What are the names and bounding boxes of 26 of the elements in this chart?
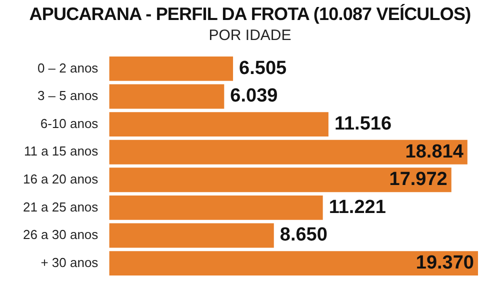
data-label: 6.505	[239, 58, 288, 79]
y-tick-label: 26 a 30 anos	[22, 227, 99, 242]
bar	[109, 112, 328, 137]
y-tick-label: 3 – 5 anos	[37, 88, 99, 104]
y-tick-label: 11 a 15 anos	[24, 144, 99, 159]
data-label: 17.972	[389, 169, 448, 190]
data-label: 11.516	[334, 114, 392, 135]
bar	[109, 168, 452, 192]
chart-title: APUCARANA - PERFIL DA FROTA (10.087 VEÍCULOS)	[28, 4, 472, 25]
y-tick-label: 6-10 anos	[40, 116, 99, 131]
bar	[109, 84, 224, 109]
y-tick-label: 16 a 20 anos	[22, 171, 99, 186]
data-label: 6.039	[230, 86, 278, 107]
bar	[109, 251, 478, 276]
bar	[109, 140, 468, 164]
data-label: 19.370	[416, 252, 474, 274]
data-label: 8.650	[280, 224, 328, 246]
bar	[109, 56, 234, 81]
y-tick-label: + 30 anos	[40, 254, 99, 270]
y-tick-label: 0 – 2 anos	[37, 60, 99, 76]
y-tick-label: 21 a 25 anos	[22, 199, 99, 214]
data-label: 11.221	[328, 196, 386, 218]
bar	[109, 195, 323, 220]
bar	[109, 223, 274, 248]
chart-subtitle: POR IDADE	[208, 27, 292, 44]
data-label: 18.814	[405, 141, 464, 162]
